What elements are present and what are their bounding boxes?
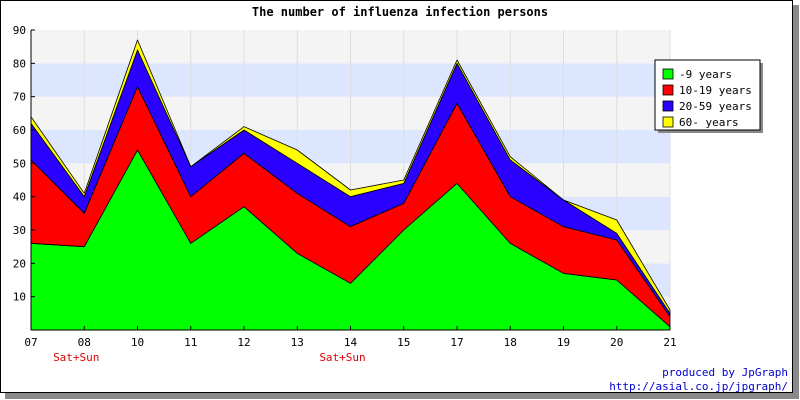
y-tick-label: 70 — [13, 91, 26, 104]
frame-shadow-bottom — [5, 393, 799, 399]
chart-title: The number of influenza infection person… — [252, 5, 548, 19]
x-tick-label: 12 — [237, 336, 250, 349]
legend-label: 60- years — [679, 116, 739, 129]
y-tick-label: 60 — [13, 124, 26, 137]
area-series-4 — [30, 39, 671, 314]
legend-swatch — [662, 100, 674, 112]
y-axis-ticks: 10 20 30 40 50 60 70 80 90 — [13, 24, 35, 304]
x-tick-label: 07 — [24, 336, 37, 349]
y-tick-label: 30 — [13, 224, 26, 237]
x-axis-ticks: 07 08 Sat+Sun 10 11 12 13 14 Sat+Sun 15 17 18 19 20 21 — [24, 326, 677, 364]
x-tick-label: 11 — [184, 336, 197, 349]
x-tick-label: 17 — [450, 336, 463, 349]
frame-shadow-right — [793, 5, 799, 399]
legend-swatch — [662, 116, 674, 128]
legend-label: 10-19 years — [679, 84, 752, 97]
x-tick-label: 18 — [504, 336, 517, 349]
credit-link[interactable]: http://asial.co.jp/jpgraph/ — [609, 380, 788, 393]
credit-line-1: produced by JpGraph — [662, 366, 788, 379]
x-tick-label: 15 — [397, 336, 410, 349]
weekend-note: Sat+Sun — [53, 351, 99, 364]
x-tick-label: 10 — [131, 336, 144, 349]
y-tick-label: 80 — [13, 57, 26, 70]
x-tick-label: 14 — [344, 336, 358, 349]
legend-label: -9 years — [679, 68, 732, 81]
legend-label: 20-59 years — [679, 100, 752, 113]
legend: -9 years 10-19 years 20-59 years 60- years — [654, 59, 763, 133]
x-tick-label: 13 — [291, 336, 304, 349]
y-tick-label: 50 — [13, 157, 26, 170]
weekend-note: Sat+Sun — [319, 351, 365, 364]
legend-swatch — [662, 84, 674, 96]
y-tick-label: 90 — [13, 24, 26, 37]
x-tick-label: 08 — [78, 336, 91, 349]
y-tick-label: 40 — [13, 191, 26, 204]
y-tick-label: 20 — [13, 257, 26, 270]
x-tick-label: 19 — [557, 336, 570, 349]
legend-swatch — [662, 68, 674, 80]
x-tick-label: 20 — [610, 336, 623, 349]
x-tick-label: 21 — [663, 336, 676, 349]
y-tick-label: 10 — [13, 291, 26, 304]
